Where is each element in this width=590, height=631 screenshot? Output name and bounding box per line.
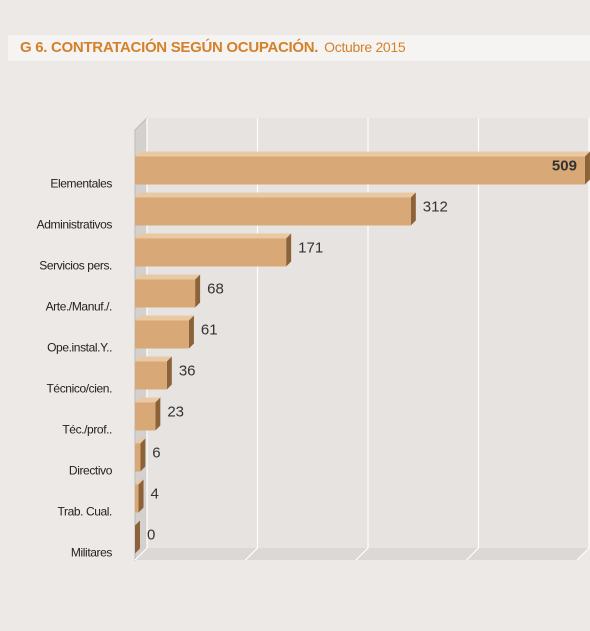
subtitle: Octubre 2015 <box>324 39 406 55</box>
bar <box>135 315 194 349</box>
plot-area: Elementales 509 Administrativos 312 Servicio… <box>37 116 590 562</box>
bar-front <box>135 484 139 513</box>
grid-line <box>576 118 590 561</box>
y-tick-label: Trab. Cual. <box>57 505 112 519</box>
bar <box>135 274 201 308</box>
bar-side <box>166 356 172 390</box>
bar <box>135 151 590 185</box>
data-label: 68 <box>207 280 224 297</box>
bar-front <box>135 402 156 431</box>
data-label: 36 <box>179 362 196 379</box>
bar-front <box>135 279 196 308</box>
grid-line <box>355 118 369 561</box>
bar-side <box>584 151 590 185</box>
bar-side <box>138 479 144 513</box>
bar-top <box>135 151 590 157</box>
bar-side <box>195 274 201 308</box>
bar <box>135 520 140 554</box>
y-tick-label: Arte./Manuf./. <box>46 300 112 314</box>
bar-side <box>140 438 146 472</box>
bar <box>135 397 161 431</box>
chart-title: G 6. CONTRATACIÓN SEGÚN OCUPACIÓN. Octubr… <box>20 38 406 56</box>
bar <box>135 233 292 267</box>
data-label: 171 <box>298 239 323 256</box>
bar-side <box>155 397 161 431</box>
data-label: 0 <box>147 526 155 543</box>
grid-line <box>466 118 480 561</box>
bar-front <box>135 443 141 472</box>
data-label: 61 <box>201 321 218 338</box>
bar-top <box>135 233 292 239</box>
bar-front <box>135 238 287 267</box>
bar-side <box>286 233 292 267</box>
bar-front <box>135 156 585 185</box>
bar <box>135 356 172 390</box>
data-label: 6 <box>152 444 160 461</box>
bar-side <box>135 520 140 554</box>
y-tick-label: Elementales <box>50 177 112 191</box>
bar-side <box>188 315 194 349</box>
bar <box>135 192 416 226</box>
title: G 6. CONTRATACIÓN SEGÚN OCUPACIÓN. <box>20 38 318 56</box>
bar-front <box>135 197 411 226</box>
bar-front <box>135 361 167 390</box>
bar-top <box>135 479 144 485</box>
bar-top <box>135 274 201 280</box>
data-label: 509 <box>552 157 577 174</box>
y-tick-label: Administrativos <box>37 218 113 232</box>
title-band <box>8 35 590 61</box>
bar-side <box>410 192 416 226</box>
data-label: 312 <box>423 198 448 215</box>
bar-top <box>135 315 194 321</box>
bar <box>135 479 144 513</box>
bar-top <box>135 397 161 403</box>
data-label: 23 <box>167 403 184 420</box>
bar-top <box>135 438 146 444</box>
bar-front <box>135 320 189 349</box>
y-tick-label: Técnico/cien. <box>47 382 113 396</box>
bar-top <box>135 192 416 198</box>
data-label: 4 <box>151 485 159 502</box>
y-tick-label: Ope.instal.Y.. <box>47 341 112 355</box>
y-tick-label: Téc./prof.. <box>62 423 112 437</box>
y-tick-label: Militares <box>71 546 112 560</box>
bar <box>135 438 146 472</box>
y-tick-label: Directivo <box>69 464 113 478</box>
bar-top <box>135 356 172 362</box>
y-tick-label: Servicios pers. <box>39 259 112 273</box>
